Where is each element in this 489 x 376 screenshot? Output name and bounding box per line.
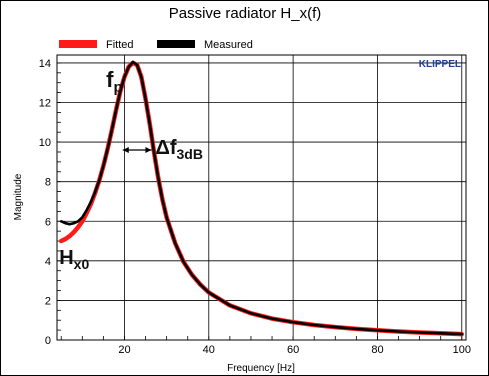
arrowhead-left-icon bbox=[122, 147, 129, 153]
legend-label-measured: Measured bbox=[204, 39, 253, 51]
arrowhead-right-icon bbox=[145, 147, 152, 153]
y-tick-label: 10 bbox=[39, 137, 51, 149]
y-tick-label: 6 bbox=[45, 216, 51, 228]
x-tick-label: 60 bbox=[287, 344, 299, 356]
y-tick-label: 2 bbox=[45, 295, 51, 307]
legend: Fitted Measured bbox=[59, 39, 253, 51]
x-tick-label: 100 bbox=[453, 344, 471, 356]
x-tick-label: 40 bbox=[203, 344, 215, 356]
y-tick-label: 4 bbox=[45, 256, 51, 268]
fp-annotation: fp bbox=[106, 67, 123, 96]
x-axis-label: Frequency [Hz] bbox=[227, 363, 295, 374]
y-tick-label: 8 bbox=[45, 177, 51, 189]
tick-labels: 20 40 60 80 100 0 2 4 6 8 10 12 14 bbox=[39, 58, 471, 356]
y-tick-label: 12 bbox=[39, 98, 51, 110]
legend-swatch-measured bbox=[157, 40, 195, 48]
series-line-measured bbox=[59, 60, 464, 336]
klippel-logo-text: KLIPPEL bbox=[419, 59, 461, 70]
x-tick-label: 80 bbox=[371, 344, 383, 356]
grid bbox=[57, 55, 466, 341]
x-tick-label: 20 bbox=[118, 344, 130, 356]
legend-label-fitted: Fitted bbox=[106, 39, 134, 51]
hx0-annotation: Hx0 bbox=[59, 247, 89, 272]
legend-swatch-fitted bbox=[59, 40, 97, 48]
annotation-layer: fp Δf3dB Hx0 bbox=[59, 67, 203, 272]
series-layer bbox=[58, 60, 465, 337]
y-axis-label: Magnitude bbox=[13, 173, 24, 220]
y-tick-label: 14 bbox=[39, 58, 51, 70]
y-tick-label: 0 bbox=[45, 335, 51, 347]
delta-f3db-annotation: Δf3dB bbox=[155, 137, 203, 162]
chart-title: Passive radiator H_x(f) bbox=[169, 5, 322, 22]
